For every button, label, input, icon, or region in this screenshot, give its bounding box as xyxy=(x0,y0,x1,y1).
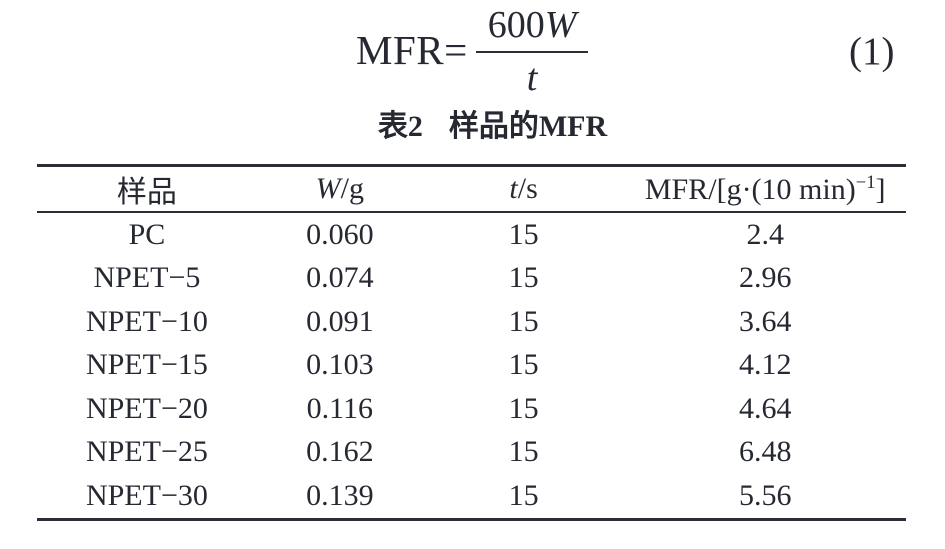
mfr-header-prefix: MFR/[g·(10 min) xyxy=(644,172,856,206)
table-row: NPET−20 0.116 15 4.64 xyxy=(37,387,906,431)
fraction-numerator: 600W xyxy=(475,4,589,53)
numerator-variable: W xyxy=(544,4,577,46)
sample-cell: PC xyxy=(128,217,166,251)
mfr-column-header: MFR/[g·(10 min)−1] xyxy=(624,165,906,213)
table-row: NPET−15 0.103 15 4.12 xyxy=(37,344,906,388)
mfr-value-cell: 4.12 xyxy=(738,348,792,382)
table-caption: 表2 样品的MFR xyxy=(0,110,945,143)
w-value-cell: 0.074 xyxy=(306,261,374,295)
mfr-value-cell: 3.64 xyxy=(738,304,792,338)
t-value-cell: 15 xyxy=(508,435,539,469)
table-row: NPET−5 0.074 15 2.96 xyxy=(37,257,906,301)
equation: MFR= 600W t xyxy=(356,4,589,99)
w-value-cell: 0.162 xyxy=(306,435,374,469)
mfr-value-cell: 2.96 xyxy=(738,261,792,295)
t-value-cell: 15 xyxy=(508,391,539,425)
sample-cell: NPET−15 xyxy=(85,348,208,382)
mfr-value-cell: 2.4 xyxy=(746,217,784,251)
numerator-coefficient: 600 xyxy=(487,4,545,46)
w-value-cell: 0.091 xyxy=(306,304,374,338)
w-value-cell: 0.103 xyxy=(306,348,374,382)
t-value-cell: 15 xyxy=(508,304,539,338)
w-variable: W xyxy=(315,172,341,205)
mfr-header-suffix: ] xyxy=(875,172,886,206)
t-unit: /s xyxy=(517,172,538,205)
sample-cell: NPET−30 xyxy=(85,478,208,512)
equation-lhs: MFR= xyxy=(356,27,468,73)
table-caption-title: 样品的MFR xyxy=(448,110,608,143)
mfr-table: 样品 W/g t/s MFR/[g·(10 min)−1] PC 0.060 1… xyxy=(37,164,906,521)
sample-cell: NPET−20 xyxy=(85,391,208,425)
table-row: PC 0.060 15 2.4 xyxy=(37,212,906,257)
fraction-denominator: t xyxy=(526,57,538,99)
sample-column-header: 样品 xyxy=(37,165,257,213)
w-column-header: W/g xyxy=(256,165,423,213)
t-value-cell: 15 xyxy=(508,348,539,382)
equation-number: (1) xyxy=(849,30,895,73)
mfr-value-cell: 5.56 xyxy=(738,478,792,512)
sample-cell: NPET−25 xyxy=(85,435,208,469)
t-variable: t xyxy=(509,172,518,205)
table-caption-label: 表2 xyxy=(377,110,423,143)
t-value-cell: 15 xyxy=(508,217,539,251)
t-value-cell: 15 xyxy=(508,261,539,295)
mfr-header-exponent: −1 xyxy=(855,171,876,193)
w-value-cell: 0.060 xyxy=(306,217,374,251)
mfr-value-cell: 6.48 xyxy=(738,435,792,469)
t-value-cell: 15 xyxy=(508,478,539,512)
w-unit: /g xyxy=(340,172,364,205)
fraction: 600W t xyxy=(475,4,589,99)
w-value-cell: 0.116 xyxy=(306,391,374,425)
w-value-cell: 0.139 xyxy=(306,478,374,512)
mfr-value-cell: 4.64 xyxy=(738,391,792,425)
t-column-header: t/s xyxy=(422,165,625,213)
sample-cell: NPET−10 xyxy=(85,304,208,338)
table-row: NPET−25 0.162 15 6.48 xyxy=(37,431,906,475)
sample-cell: NPET−5 xyxy=(93,261,201,295)
table-row: NPET−30 0.139 15 5.56 xyxy=(37,474,906,519)
table-header-row: 样品 W/g t/s MFR/[g·(10 min)−1] xyxy=(37,165,906,213)
table-row: NPET−10 0.091 15 3.64 xyxy=(37,300,906,344)
